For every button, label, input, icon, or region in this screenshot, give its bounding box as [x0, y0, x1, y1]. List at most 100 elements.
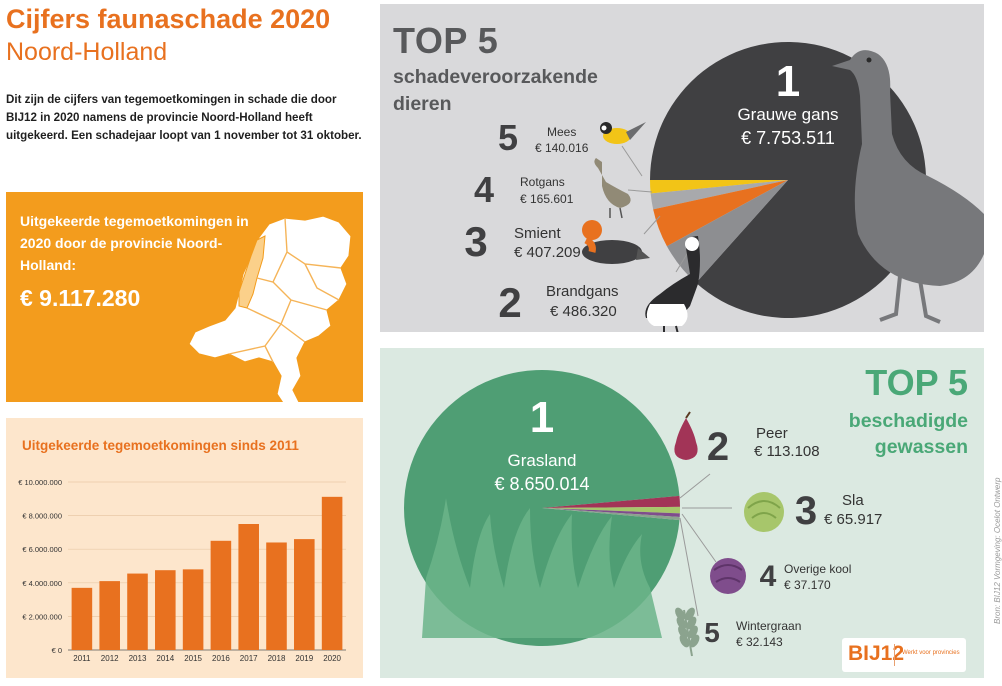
pie-slice-brent-goose — [650, 180, 788, 210]
rank-3-amount: € 65.917 — [824, 511, 882, 528]
wheat-grain — [679, 634, 690, 648]
bar — [155, 570, 176, 650]
rank-2-name: Brandgans — [546, 283, 619, 300]
rank-4-number: 4 — [474, 169, 494, 210]
page-title: Cijfers faunaschade 2020 — [6, 4, 331, 34]
barnacle-goose-icon — [645, 236, 700, 332]
wigeon-neck — [584, 236, 596, 253]
pear-body — [674, 418, 698, 460]
bar — [71, 587, 93, 650]
cabbage-head — [710, 558, 746, 594]
rank-2-number: 2 — [707, 425, 729, 469]
pie-slice-lettuce — [542, 506, 680, 514]
pear-stem — [685, 411, 691, 419]
y-tick-label: € 4.000.000 — [22, 579, 62, 588]
rank-5-number: 5 — [704, 617, 720, 648]
rank-2-amount: € 486.320 — [550, 303, 617, 320]
x-tick-label: 2011 — [73, 654, 91, 663]
rank-1-amount: € 8.650.014 — [494, 474, 589, 494]
bar — [210, 540, 232, 650]
goose-body — [832, 50, 984, 287]
pie-slice-pear — [542, 495, 680, 508]
bar-chart: € 0 € 2.000.000 € 4.000.000 € 6.000.000 € 8.… — [18, 478, 346, 663]
rank-4-amount: € 37.170 — [784, 578, 831, 592]
brent-goose-icon — [594, 158, 631, 219]
wheat-grain — [689, 634, 700, 648]
top5-animals-panel: TOP 5 schadeveroorzakende dieren 1 Grauwe… — [380, 4, 984, 332]
x-tick-label: 2014 — [156, 654, 174, 663]
logo-mark: BIJ12 — [848, 642, 905, 665]
bar — [266, 542, 287, 650]
y-tick-label: € 8.000.000 — [22, 512, 62, 521]
logo-tagline: Werkt voor provincies — [902, 650, 960, 656]
pie-slice-wigeon — [653, 180, 788, 247]
bar — [238, 524, 259, 650]
grass-blades — [422, 498, 662, 638]
barnacle-face — [685, 237, 699, 251]
y-tick-label: € 2.000.000 — [22, 612, 62, 621]
rank-3-amount: € 407.209 — [514, 244, 581, 261]
x-tick-label: 2018 — [268, 654, 286, 663]
lettuce-icon — [744, 492, 784, 532]
rank-3-number: 3 — [464, 218, 487, 265]
tit-cheek — [601, 125, 607, 131]
barnacle-belly — [646, 304, 688, 326]
tit-bird-icon — [600, 122, 646, 144]
brent-legs — [609, 207, 623, 219]
cabbage-veins — [713, 564, 743, 583]
wheat-grain — [678, 625, 688, 639]
netherlands-map-icon — [188, 215, 352, 402]
logo-divider — [894, 644, 895, 666]
page-subtitle: Noord-Holland — [6, 38, 168, 66]
goose-eye — [866, 57, 872, 63]
bar-chart-title: Uitgekeerde tegemoetkomingen sinds 2011 — [22, 438, 299, 453]
x-tick-label: 2020 — [323, 654, 341, 663]
crops-top5-heading: TOP 5 — [865, 362, 968, 403]
wigeon-body — [582, 240, 642, 264]
crops-subheading: beschadigde gewassen — [848, 410, 968, 458]
rank-4-name: Overige kool — [784, 562, 851, 576]
rank-2-name: Peer — [756, 425, 788, 442]
total-label: Uitgekeerde tegemoetkomingen in 2020 doo… — [20, 213, 249, 273]
connector-line — [679, 473, 711, 499]
pie-slice-cabbage — [542, 508, 680, 517]
x-tick-label: 2016 — [212, 654, 230, 663]
connector-line — [679, 517, 699, 617]
x-tick-label: 2019 — [295, 654, 313, 663]
bar-chart-panel: Uitgekeerde tegemoetkomingen sinds 2011 … — [6, 418, 363, 678]
greylag-goose-icon — [832, 50, 984, 324]
rank-4-number: 4 — [760, 560, 777, 593]
animals-subheading: schadeveroorzakende dieren — [393, 66, 598, 115]
x-tick-label: 2012 — [101, 654, 119, 663]
rank-1-name: Grauwe gans — [737, 105, 838, 124]
connector-line — [627, 189, 653, 193]
rank-4-amount: € 165.601 — [520, 192, 574, 206]
barnacle-neck-back — [645, 236, 700, 318]
cabbage-icon — [710, 558, 746, 594]
pie-slice-grauwe-gans — [650, 42, 926, 319]
wheat-grain — [676, 616, 687, 630]
tit-tail — [626, 122, 646, 140]
goose-legs — [879, 275, 941, 324]
connector-line — [643, 215, 661, 235]
bij12-logo: BIJ12 Werkt voor provincies — [842, 638, 966, 672]
rank-1-number: 1 — [776, 57, 800, 106]
rank-3-name: Smient — [514, 225, 562, 242]
rank-5-amount: € 32.143 — [736, 635, 783, 649]
x-tick-label: 2013 — [129, 654, 147, 663]
bar — [127, 573, 148, 650]
rank-3-name: Sla — [842, 492, 864, 509]
rank-2-number: 2 — [498, 279, 521, 326]
connector-line — [621, 145, 643, 177]
intro-text: Dit zijn de cijfers van tegemoetkomingen… — [6, 93, 362, 142]
pie-slice-tit-bird — [650, 180, 788, 194]
bar — [321, 496, 343, 650]
rank-5-name: Wintergraan — [736, 619, 801, 633]
bar — [182, 569, 204, 650]
barnacle-legs — [663, 325, 679, 332]
wheat-icon — [675, 607, 700, 657]
rank-1-amount: € 7.753.511 — [741, 128, 835, 148]
pear-icon — [674, 411, 698, 460]
wigeon-head — [582, 220, 602, 240]
